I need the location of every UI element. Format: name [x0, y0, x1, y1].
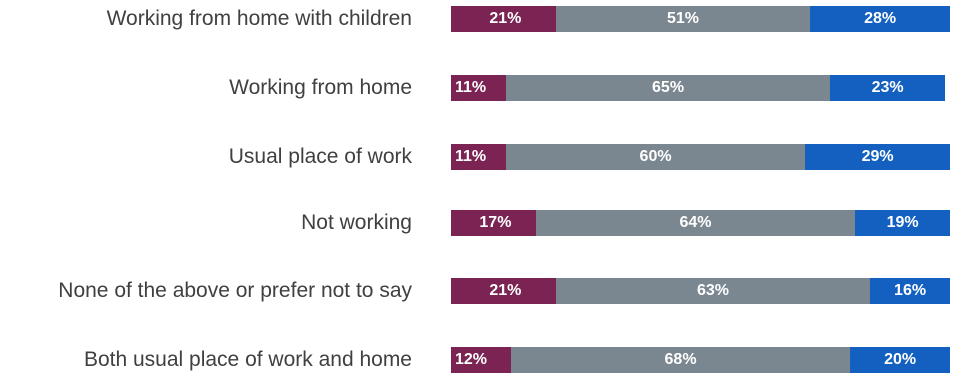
data-label: 21%: [489, 10, 522, 27]
data-label: 29%: [861, 148, 894, 165]
category-label: Working from home with children: [106, 7, 412, 30]
bar-segment: [555, 278, 871, 304]
bar-segment: [805, 144, 950, 170]
bar-segment: [870, 278, 950, 304]
data-label: 12%: [455, 351, 488, 368]
category-label: Usual place of work: [228, 145, 412, 168]
bar-segment: [451, 144, 506, 170]
bar-segment: [505, 144, 806, 170]
category-label: Working from home: [229, 76, 412, 99]
data-label: 11%: [455, 148, 487, 165]
category-label: None of the above or prefer not to say: [58, 279, 412, 302]
bar-segment: [451, 278, 556, 304]
data-label: 11%: [455, 79, 487, 96]
bar-segment: [850, 347, 950, 373]
data-label: 51%: [667, 10, 700, 27]
bar-segment: [830, 75, 945, 101]
data-label: 64%: [679, 214, 712, 231]
bar-segment: [555, 6, 811, 32]
data-label: 21%: [489, 282, 522, 299]
bar-segment: [535, 210, 856, 236]
data-label: 68%: [664, 351, 697, 368]
category-label: Not working: [301, 211, 412, 234]
bar-segment: [451, 6, 556, 32]
data-label: 19%: [886, 214, 919, 231]
data-label: 17%: [479, 214, 512, 231]
data-label: 23%: [871, 79, 904, 96]
bar-segment: [451, 75, 506, 101]
bar-segment: [451, 347, 511, 373]
bar-segment: [855, 210, 950, 236]
data-label: 28%: [864, 10, 897, 27]
bar-segment: [510, 347, 851, 373]
bar-segment: [505, 75, 831, 101]
data-label: 16%: [894, 282, 927, 299]
bar-segment: [451, 210, 536, 236]
category-label: Both usual place of work and home: [83, 348, 412, 371]
bar-segment: [810, 6, 950, 32]
data-label: 65%: [652, 79, 685, 96]
data-label: 60%: [639, 148, 672, 165]
data-label: 63%: [696, 282, 729, 299]
data-label: 20%: [884, 351, 917, 368]
